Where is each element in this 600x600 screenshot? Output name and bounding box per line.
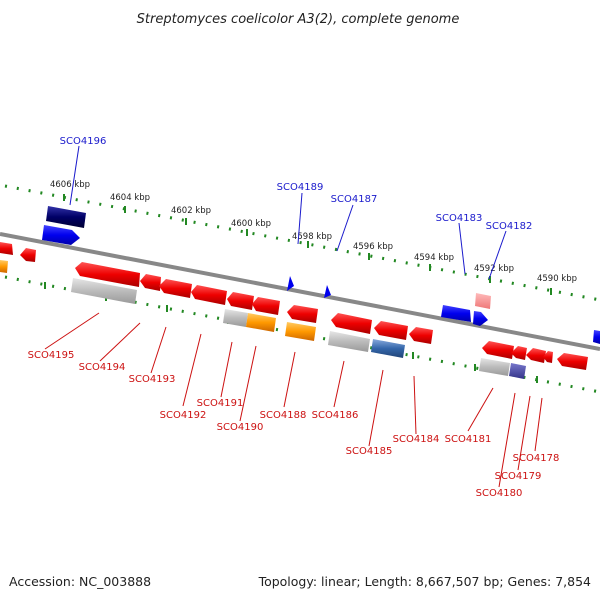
ruler-label: 4602 kbp (171, 206, 211, 216)
forward-leader-lines (69, 145, 507, 280)
reverse-features (0, 242, 588, 379)
gene-label[interactable]: SCO4187 (331, 194, 378, 205)
ruler-label: 4598 kbp (292, 232, 332, 242)
gene-label[interactable]: SCO4195 (28, 350, 75, 361)
reverse-gene-labels: SCO4195 SCO4194 SCO4193 SCO4192 SCO4191 … (28, 350, 560, 499)
ruler-label: 4592 kbp (474, 264, 514, 274)
reverse-feature[interactable] (509, 363, 526, 379)
reverse-feature[interactable] (328, 331, 370, 352)
gene-label[interactable]: SCO4188 (260, 410, 307, 421)
ruler-label: 4600 kbp (231, 219, 271, 229)
reverse-feature[interactable] (246, 313, 276, 332)
genome-summary-text: Topology: linear; Length: 8,667,507 bp; … (258, 574, 591, 589)
gene-label[interactable]: SCO4181 (445, 434, 492, 445)
reverse-gene-arrow[interactable] (409, 327, 433, 344)
reverse-feature[interactable] (371, 339, 405, 358)
ruler-label: 4604 kbp (110, 193, 150, 203)
reverse-gene-arrow[interactable] (191, 285, 227, 305)
reverse-gene-arrow[interactable] (0, 242, 13, 255)
forward-gene-arrow[interactable] (473, 311, 488, 326)
reverse-feature[interactable] (223, 309, 248, 327)
reverse-gene-arrow[interactable] (482, 341, 514, 359)
gene-label[interactable]: SCO4193 (129, 374, 176, 385)
gene-label[interactable]: SCO4186 (312, 410, 359, 421)
reverse-gene-arrow[interactable] (75, 262, 140, 287)
reverse-feature[interactable] (285, 322, 316, 341)
reverse-gene-arrow[interactable] (526, 348, 546, 363)
gene-label[interactable]: SCO4191 (197, 398, 244, 409)
forward-gene-arrow[interactable] (324, 285, 331, 298)
forward-gene-arrow[interactable] (42, 225, 80, 245)
gene-label[interactable]: SCO4189 (277, 182, 324, 193)
forward-gene-arrow[interactable] (593, 330, 600, 344)
genome-title: Streptomyces coelicolor A3(2), complete … (137, 12, 460, 27)
gene-label[interactable]: SCO4182 (486, 221, 533, 232)
forward-gene-arrow[interactable] (287, 276, 294, 291)
reverse-gene-arrow[interactable] (331, 313, 372, 334)
gene-label[interactable]: SCO4194 (79, 362, 126, 373)
reverse-gene-arrow[interactable] (557, 353, 588, 370)
ruler-label: 4596 kbp (353, 242, 393, 252)
ruler-label: 4590 kbp (537, 274, 577, 284)
upper-ruler-line (4, 184, 600, 302)
forward-feature[interactable] (475, 293, 491, 309)
gene-label[interactable]: SCO4183 (436, 213, 483, 224)
forward-feature[interactable] (46, 206, 86, 228)
reverse-feature[interactable] (0, 260, 8, 273)
forward-features (42, 206, 600, 344)
reverse-gene-arrow[interactable] (543, 351, 553, 363)
forward-gene-arrow[interactable] (441, 305, 471, 322)
ruler-label: 4606 kbp (50, 180, 90, 190)
upper-ruler-ticks (63, 194, 552, 295)
gene-label[interactable]: SCO4178 (513, 453, 560, 464)
forward-gene-labels: SCO4196 SCO4189 SCO4187 SCO4183 SCO4182 (60, 136, 533, 232)
reverse-feature[interactable] (479, 358, 510, 376)
reverse-gene-arrow[interactable] (140, 274, 161, 291)
genome-backbone (0, 232, 600, 351)
ruler-label: 4594 kbp (414, 253, 454, 263)
reverse-leader-lines (44, 312, 543, 488)
reverse-feature[interactable] (71, 278, 137, 304)
reverse-gene-arrow[interactable] (159, 279, 192, 298)
accession-text: Accession: NC_003888 (9, 574, 151, 589)
gene-label[interactable]: SCO4192 (160, 410, 207, 421)
reverse-gene-arrow[interactable] (252, 297, 280, 315)
reverse-gene-arrow[interactable] (511, 346, 527, 360)
gene-label[interactable]: SCO4184 (393, 434, 440, 445)
gene-label[interactable]: SCO4179 (495, 471, 542, 482)
reverse-gene-arrow[interactable] (227, 292, 254, 310)
reverse-gene-arrow[interactable] (374, 321, 408, 340)
gene-label[interactable]: SCO4180 (476, 488, 523, 499)
reverse-gene-arrow[interactable] (20, 248, 36, 262)
gene-label[interactable]: SCO4185 (346, 446, 393, 457)
gene-label[interactable]: SCO4190 (217, 422, 264, 433)
ruler-labels: 4606 kbp 4604 kbp 4602 kbp 4600 kbp 4598… (50, 180, 577, 284)
reverse-gene-arrow[interactable] (287, 305, 318, 323)
gene-label[interactable]: SCO4196 (60, 136, 107, 147)
